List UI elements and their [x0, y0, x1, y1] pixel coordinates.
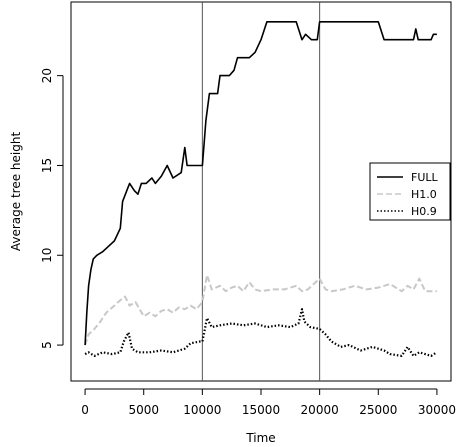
y-tick-label-10: 10: [40, 248, 54, 263]
legend: FULL H1.0 H0.9: [369, 162, 451, 221]
series-line-h10: [84, 274, 437, 346]
x-tick-label-20000: 20000: [301, 403, 339, 417]
x-axis-title: Time: [245, 431, 275, 445]
legend-label-full: FULL: [411, 171, 439, 184]
legend-box: [369, 162, 451, 221]
series-line-h09: [84, 308, 438, 357]
y-axis-title: Average tree height: [9, 132, 23, 252]
x-tick-label-15000: 15000: [242, 403, 280, 417]
y-axis: 5 10 15 20: [40, 68, 64, 349]
reference-lines: [201, 2, 321, 381]
x-tick-label-25000: 25000: [359, 403, 397, 417]
x-tick-label-10000: 10000: [183, 403, 221, 417]
legend-label-h10: H1.0: [411, 188, 437, 201]
series-line-full: [84, 21, 437, 346]
x-tick-label-0: 0: [81, 403, 89, 417]
y-tick-label-20: 20: [40, 68, 54, 83]
x-axis: 0 5000 10000 15000 20000 25000 30000: [81, 388, 456, 417]
x-tick-label-30000: 30000: [418, 403, 456, 417]
y-tick-label-5: 5: [40, 341, 54, 349]
plot-frame-group: [70, 1, 452, 382]
plot-frame: [70, 1, 452, 382]
y-tick-label-15: 15: [40, 158, 54, 173]
x-tick-label-5000: 5000: [128, 403, 159, 417]
legend-label-h09: H0.9: [411, 205, 437, 218]
series-layer: [84, 21, 438, 357]
